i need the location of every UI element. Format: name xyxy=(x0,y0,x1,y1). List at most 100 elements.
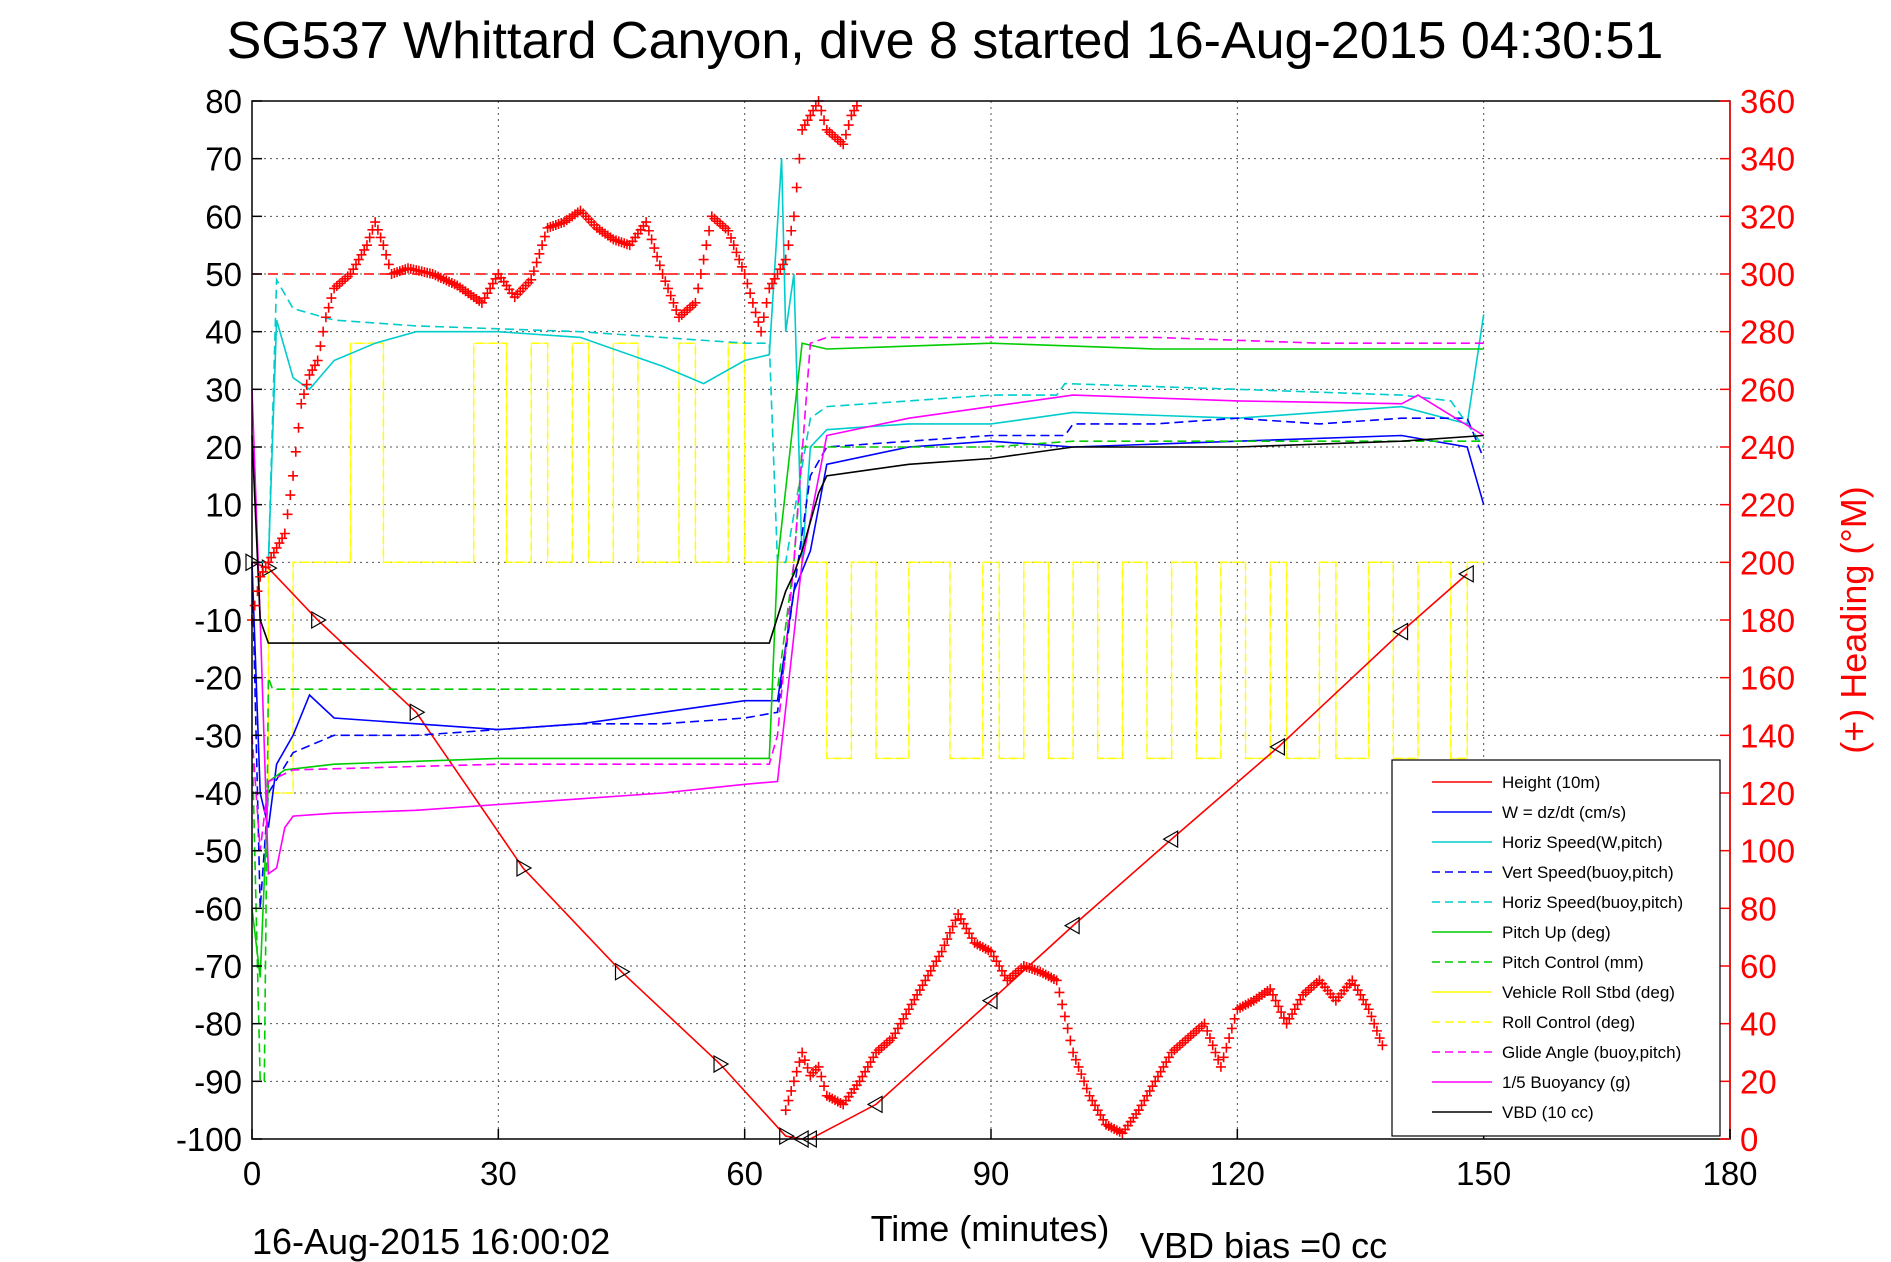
heading-marker xyxy=(282,509,293,520)
legend-entry: Pitch Control (mm) xyxy=(1502,953,1644,972)
heading-marker-climb xyxy=(794,1057,805,1068)
heading-marker xyxy=(742,278,753,289)
series-layer xyxy=(245,96,1485,1149)
heading-marker-climb xyxy=(786,1085,797,1096)
right-tick-label: 40 xyxy=(1740,1006,1777,1043)
heading-marker-climb xyxy=(1062,1023,1073,1034)
x-axis-ticks: 0 30 60 90 120 150 180 xyxy=(243,1129,1758,1192)
heading-marker-climb xyxy=(1081,1083,1092,1094)
height-marker xyxy=(1063,916,1080,935)
right-tick-label: 180 xyxy=(1740,602,1795,639)
x-tick-label: 30 xyxy=(480,1155,517,1192)
y-tick-label: 40 xyxy=(205,314,242,351)
right-tick-label: 160 xyxy=(1740,660,1795,697)
right-tick-label: 120 xyxy=(1740,775,1795,812)
heading-marker xyxy=(657,269,668,279)
heading-marker xyxy=(816,105,827,116)
x-tick-label: 120 xyxy=(1210,1155,1265,1192)
series-vert-speed-buoy-pitch xyxy=(251,417,1485,909)
series-1-5-buoyancy-g xyxy=(251,389,1485,876)
heading-marker xyxy=(690,297,701,308)
heading-marker-climb xyxy=(1057,999,1068,1010)
y-tick-label: -90 xyxy=(194,1063,242,1100)
y-tick-label: 30 xyxy=(205,371,242,408)
heading-marker xyxy=(786,225,797,236)
legend-entry: Roll Control (deg) xyxy=(1502,1013,1635,1032)
right-tick-label: 100 xyxy=(1740,833,1795,870)
heading-marker-climb xyxy=(944,927,955,938)
heading-marker xyxy=(285,490,296,501)
heading-marker-climb xyxy=(942,934,953,945)
heading-marker-climb xyxy=(1202,1025,1213,1036)
heading-marker xyxy=(534,248,545,259)
heading-marker-climb xyxy=(1215,1061,1226,1072)
height-marker xyxy=(245,553,262,572)
heading-marker xyxy=(528,266,539,277)
heading-marker-climb xyxy=(1070,1054,1081,1065)
heading-marker xyxy=(378,240,389,251)
x-tick-label: 180 xyxy=(1702,1155,1757,1192)
heading-marker xyxy=(794,153,805,164)
heading-marker xyxy=(693,283,704,294)
heading-marker-climb xyxy=(1224,1033,1235,1044)
right-tick-label: 240 xyxy=(1740,429,1795,466)
heading-marker-climb xyxy=(1229,1013,1240,1024)
heading-marker xyxy=(723,225,734,236)
right-tick-label: 60 xyxy=(1740,948,1777,985)
heading-marker xyxy=(649,243,660,254)
heading-marker-climb xyxy=(1377,1040,1388,1051)
heading-marker-climb xyxy=(797,1047,808,1058)
right-tick-label: 320 xyxy=(1740,198,1795,235)
legend-entry: Vehicle Roll Stbd (deg) xyxy=(1502,983,1675,1002)
heading-marker xyxy=(646,234,657,245)
heading-marker-climb xyxy=(947,921,958,932)
heading-marker-climb xyxy=(788,1076,799,1087)
heading-marker-climb xyxy=(1204,1033,1215,1044)
heading-marker xyxy=(671,305,682,316)
right-tick-label: 20 xyxy=(1740,1063,1777,1100)
heading-marker-climb xyxy=(1073,1061,1084,1072)
right-axis-label: (+) Heading (°M) xyxy=(1833,486,1874,753)
heading-marker-climb xyxy=(1273,1001,1284,1012)
heading-marker-climb xyxy=(1366,1011,1377,1022)
heading-marker xyxy=(745,288,756,299)
heading-marker-climb xyxy=(1221,1042,1232,1053)
heading-marker xyxy=(312,355,323,366)
heading-marker xyxy=(537,240,548,251)
heading-marker xyxy=(361,240,372,251)
right-tick-label: 0 xyxy=(1740,1121,1758,1158)
heading-marker-climb xyxy=(1068,1047,1079,1058)
legend-entry: Height (10m) xyxy=(1502,773,1600,792)
heading-marker xyxy=(641,217,652,228)
heading-marker-climb xyxy=(1207,1040,1218,1051)
heading-marker xyxy=(788,211,799,222)
heading-marker-climb xyxy=(1369,1018,1380,1029)
heading-marker-climb xyxy=(1226,1023,1237,1034)
heading-marker xyxy=(750,307,761,318)
heading-marker-climb xyxy=(1371,1025,1382,1036)
y-tick-label: -40 xyxy=(194,775,242,812)
heading-marker xyxy=(843,120,854,131)
right-tick-label: 360 xyxy=(1740,83,1795,120)
y-tick-label: -100 xyxy=(176,1121,242,1158)
series-pitch-control-mm xyxy=(251,440,1484,1083)
x-tick-label: 60 xyxy=(726,1155,763,1192)
heading-marker-climb xyxy=(816,1071,827,1082)
heading-marker-climb xyxy=(1265,984,1276,995)
y-tick-label: -10 xyxy=(194,602,242,639)
heading-marker-climb xyxy=(936,946,947,957)
heading-marker xyxy=(375,232,386,243)
right-tick-label: 280 xyxy=(1740,314,1795,351)
height-marker xyxy=(409,703,426,722)
right-tick-label: 140 xyxy=(1740,717,1795,754)
heading-marker xyxy=(698,254,709,265)
series-vbd-10-cc xyxy=(251,434,1484,644)
x-tick-label: 90 xyxy=(973,1155,1010,1192)
heading-marker xyxy=(293,422,304,433)
height-marker xyxy=(981,991,998,1010)
heading-marker xyxy=(819,115,830,126)
heading-marker-climb xyxy=(1278,1012,1289,1023)
heading-marker xyxy=(372,224,383,235)
legend-entry: Pitch Up (deg) xyxy=(1502,923,1611,942)
